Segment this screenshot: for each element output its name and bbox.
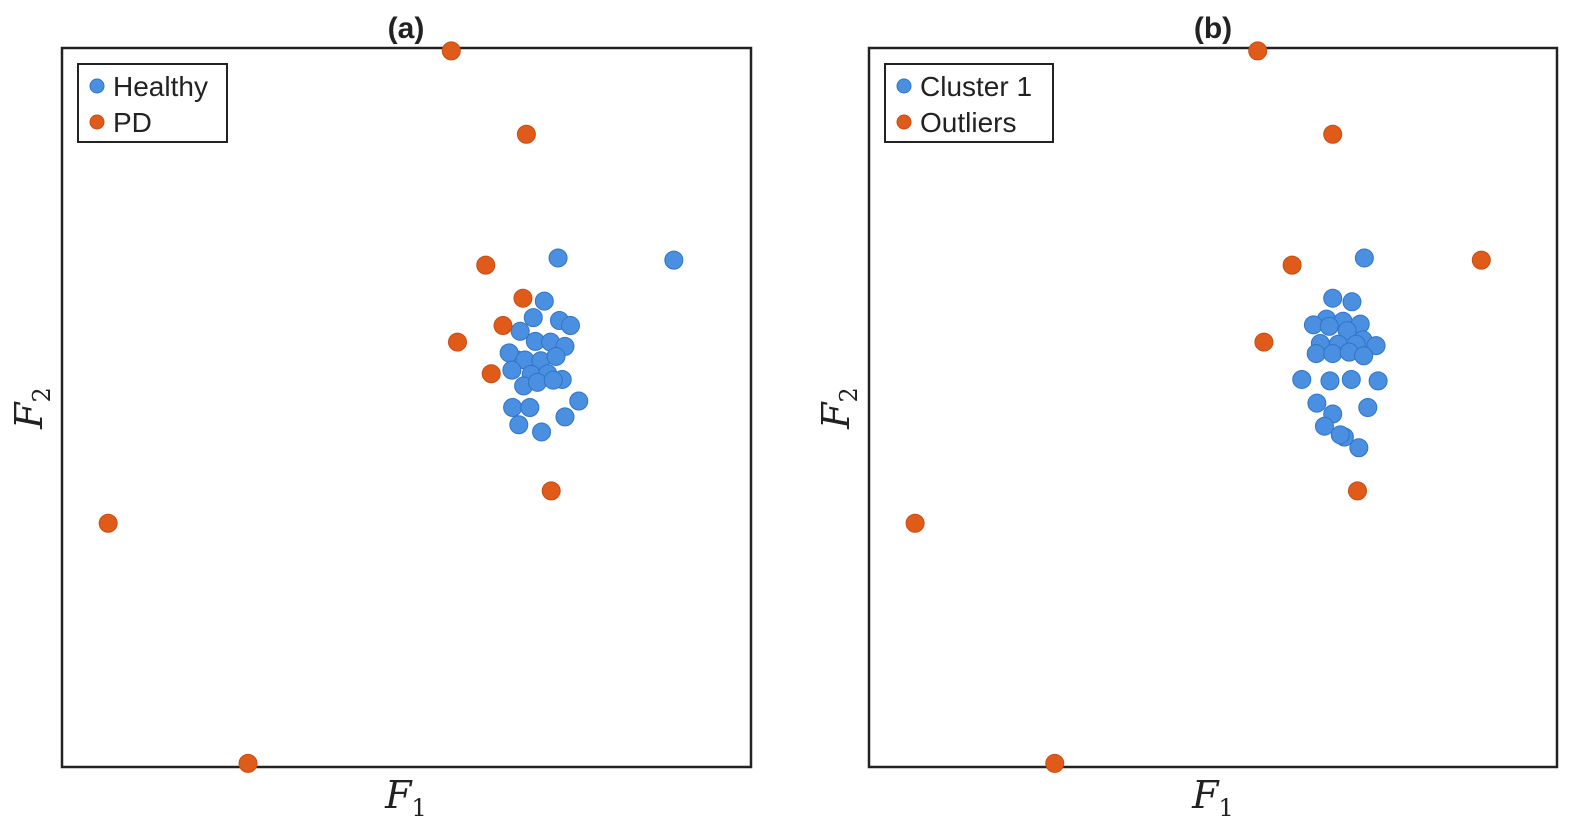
point-cluster-1-20 [1341, 369, 1361, 389]
point-cluster-1-22 [1358, 398, 1378, 417]
point-healthy-0 [548, 248, 568, 268]
point-healthy-5 [523, 308, 543, 328]
point-healthy-20 [527, 372, 547, 392]
point-healthy-26 [509, 415, 529, 435]
point-cluster-1-13 [1366, 336, 1386, 356]
svg-text:F1: F1 [1191, 773, 1234, 822]
point-cluster-1-18 [1292, 369, 1312, 389]
point-healthy-1 [664, 250, 684, 270]
legend-a: Healthy PD [77, 63, 228, 143]
svg-text:F2: F2 [7, 387, 56, 430]
legend-label-outliers: Outliers [920, 107, 1016, 138]
point-cluster-1-19 [1320, 371, 1340, 391]
y-axis-label-main-b: F [814, 401, 858, 430]
point-pd-7 [541, 481, 561, 501]
point-outliers-0 [1248, 41, 1268, 61]
point-cluster-1-23 [1307, 393, 1327, 413]
point-pd-9 [238, 753, 258, 773]
point-healthy-21 [543, 370, 563, 390]
plot-frame-b [867, 46, 1559, 769]
point-outliers-2 [1282, 255, 1302, 275]
svg-text:F1: F1 [384, 773, 427, 822]
point-outliers-4 [1254, 332, 1274, 352]
legend-marker-healthy [89, 78, 105, 94]
point-pd-5 [447, 332, 467, 352]
y-axis-label-main-a: F [7, 401, 51, 430]
x-axis-label-sub-a: 1 [412, 794, 427, 822]
point-pd-6 [481, 364, 501, 384]
point-pd-1 [516, 124, 536, 144]
data-points-a [98, 41, 684, 773]
y-axis-label-b: F2 [814, 387, 863, 430]
point-healthy-3 [510, 321, 530, 341]
legend-label-healthy: Healthy [113, 71, 208, 102]
x-axis-label-sub-b: 1 [1219, 794, 1234, 822]
legend-label-cluster-1: Cluster 1 [920, 71, 1032, 102]
point-cluster-1-15 [1323, 344, 1343, 364]
point-healthy-22 [569, 391, 589, 411]
point-cluster-1-7 [1319, 316, 1339, 336]
panel-b: (b) F1 F2 Cluster 1 Outliers [814, 12, 1559, 822]
point-healthy-23 [503, 398, 523, 417]
point-healthy-11 [499, 343, 519, 363]
point-healthy-27 [532, 422, 552, 442]
point-healthy-2 [534, 291, 554, 311]
point-pd-2 [476, 255, 496, 275]
point-outliers-6 [905, 513, 925, 533]
point-healthy-15 [502, 360, 522, 380]
point-outliers-7 [1045, 753, 1065, 773]
point-pd-3 [513, 288, 533, 308]
legend-box-a [77, 63, 228, 143]
point-healthy-25 [555, 407, 575, 427]
point-cluster-1-1 [1323, 288, 1343, 308]
point-cluster-1-0 [1354, 248, 1374, 268]
point-pd-0 [441, 41, 461, 61]
y-axis-label-sub-a: 2 [28, 387, 56, 402]
point-cluster-1-17 [1354, 346, 1374, 366]
legend-label-pd: PD [113, 107, 152, 138]
chart-title-b: (b) [1194, 12, 1232, 45]
x-axis-label-main-b: F [1191, 773, 1220, 817]
panel-a: (a) F1 F2 Healthy PD [7, 12, 753, 822]
point-healthy-24 [520, 398, 540, 417]
y-axis-label-a: F2 [7, 387, 56, 430]
svg-text:F2: F2 [814, 387, 863, 430]
legend-marker-outliers [896, 114, 912, 130]
point-cluster-1-2 [1342, 292, 1362, 312]
point-outliers-3 [1471, 250, 1491, 270]
x-axis-label-a: F1 [384, 773, 427, 822]
point-pd-8 [98, 513, 118, 533]
point-cluster-1-8 [1337, 321, 1357, 341]
point-cluster-1-27 [1314, 416, 1334, 436]
legend-box-b [884, 63, 1054, 143]
point-healthy-6 [560, 316, 580, 336]
point-cluster-1-25 [1349, 438, 1369, 458]
point-cluster-1-26 [1330, 425, 1350, 445]
chart-title-a: (a) [388, 12, 425, 45]
point-cluster-1-14 [1306, 344, 1326, 364]
legend-b: Cluster 1 Outliers [884, 63, 1054, 143]
point-pd-4 [493, 316, 513, 336]
plot-frame-a [60, 46, 753, 769]
point-cluster-1-6 [1303, 315, 1323, 335]
x-axis-label-main-a: F [384, 773, 413, 817]
y-axis-label-sub-b: 2 [835, 387, 863, 402]
legend-marker-pd [89, 114, 105, 130]
legend-marker-cluster-1 [896, 78, 912, 94]
point-healthy-14 [546, 346, 566, 366]
point-outliers-1 [1323, 124, 1343, 144]
data-points-b [905, 41, 1491, 773]
x-axis-label-b: F1 [1191, 773, 1234, 822]
point-outliers-5 [1347, 481, 1367, 501]
point-cluster-1-28 [1368, 371, 1388, 391]
